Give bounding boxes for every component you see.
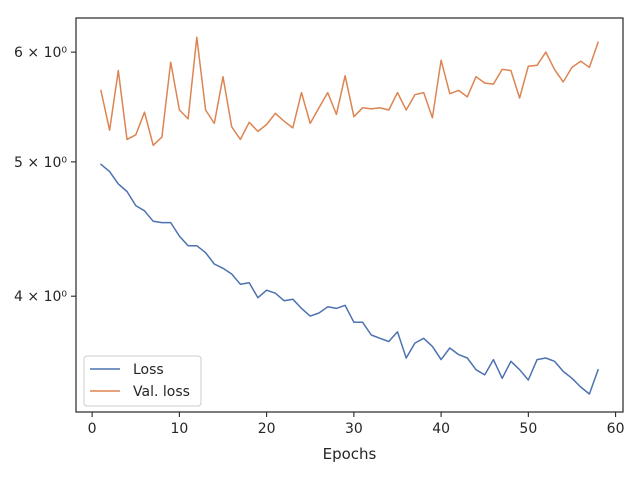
x-tick-label: 0	[88, 421, 97, 437]
series-line-val-loss	[100, 36, 599, 147]
legend-label-val-loss: Val. loss	[133, 384, 190, 400]
x-tick-label: 40	[432, 421, 450, 437]
x-tick-label: 10	[170, 421, 188, 437]
legend: Loss Val. loss	[83, 355, 202, 407]
series-layer	[100, 36, 599, 395]
y-tick-label: 5 × 10⁰	[14, 155, 67, 171]
x-tick-label: 50	[519, 421, 537, 437]
x-tick-label: 20	[258, 421, 276, 437]
y-tick-label: 6 × 10⁰	[14, 45, 67, 61]
x-axis-label: Epochs	[323, 445, 377, 463]
y-tick-label: 4 × 10⁰	[14, 289, 67, 305]
series-line-loss	[100, 163, 599, 395]
legend-label-loss: Loss	[133, 362, 164, 378]
plot-area	[76, 18, 623, 412]
x-tick-label: 30	[345, 421, 363, 437]
plot-frame	[75, 17, 624, 413]
axes-layer: 0 10 20 30 40 50 60 4 × 10⁰ 5 × 10⁰ 6 × 10⁰	[14, 45, 624, 437]
x-tick-label: 60	[607, 421, 625, 437]
